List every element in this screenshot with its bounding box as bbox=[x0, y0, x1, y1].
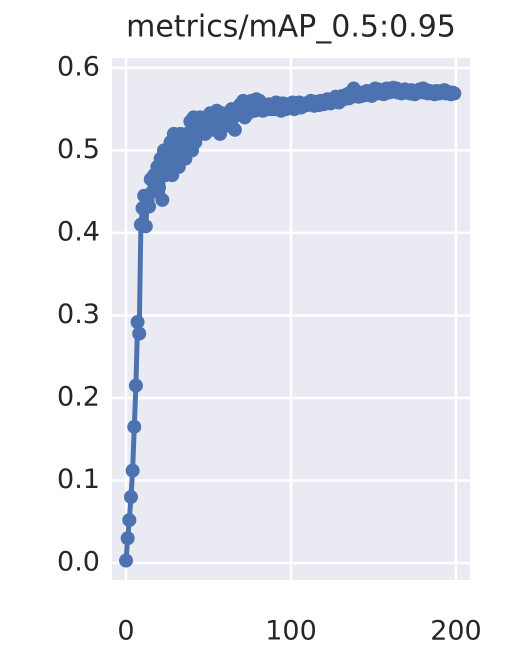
marker bbox=[152, 180, 167, 195]
marker bbox=[123, 489, 138, 504]
y-tick-label: 0.6 bbox=[57, 51, 100, 82]
marker bbox=[447, 86, 462, 101]
y-tick-label: 0.3 bbox=[57, 299, 100, 330]
y-tick-label: 0.5 bbox=[57, 134, 100, 165]
marker bbox=[128, 378, 143, 393]
x-tick-label: 100 bbox=[265, 616, 317, 647]
marker bbox=[155, 192, 170, 207]
x-tick-label: 200 bbox=[430, 616, 482, 647]
marker bbox=[142, 199, 157, 214]
marker bbox=[119, 553, 134, 568]
y-tick-label: 0.2 bbox=[57, 381, 100, 412]
y-tick-label: 0.0 bbox=[57, 547, 100, 578]
y-tick-label: 0.1 bbox=[57, 464, 100, 495]
marker bbox=[120, 531, 135, 546]
marker bbox=[122, 513, 137, 528]
marker bbox=[132, 326, 147, 341]
marker bbox=[227, 122, 242, 137]
y-tick-label: 0.4 bbox=[57, 216, 100, 247]
x-tick-label: 0 bbox=[117, 616, 134, 647]
chart-title: metrics/mAP_0.5:0.95 bbox=[126, 10, 456, 45]
marker bbox=[130, 315, 145, 330]
marker bbox=[138, 219, 153, 234]
marker bbox=[127, 419, 142, 434]
marker bbox=[125, 463, 140, 478]
